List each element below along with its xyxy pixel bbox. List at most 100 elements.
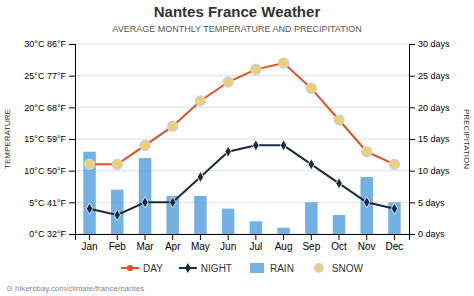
y2-axis-line bbox=[410, 45, 416, 235]
point bbox=[196, 96, 205, 105]
x-tick-mark bbox=[311, 234, 312, 240]
y2-tick-label: 0 days bbox=[418, 229, 445, 239]
x-tick-label: Sep bbox=[302, 241, 320, 252]
point bbox=[251, 65, 260, 74]
y-tick-label: 10°C 50°F bbox=[24, 166, 66, 176]
line bbox=[90, 145, 395, 215]
x-tick-label: Feb bbox=[109, 241, 127, 252]
legend-item: DAY bbox=[121, 263, 163, 274]
y2-tick-mark bbox=[409, 44, 415, 45]
point bbox=[279, 58, 288, 67]
legend-item: SNOW bbox=[315, 263, 364, 274]
marker bbox=[308, 159, 314, 170]
x-tick: Jul bbox=[249, 234, 262, 252]
y2-tick: 30 days bbox=[409, 39, 450, 49]
y2-tick: 5 days bbox=[409, 198, 445, 208]
bar bbox=[194, 196, 206, 234]
y-tick-label: 0°C 32°F bbox=[29, 229, 66, 239]
y-tick: 10°C 50°F bbox=[24, 166, 75, 176]
x-tick-label: May bbox=[191, 241, 210, 252]
marker bbox=[253, 140, 259, 151]
point bbox=[223, 77, 232, 86]
bar bbox=[83, 152, 95, 234]
x-tick-label: Aug bbox=[275, 241, 293, 252]
x-tick-mark bbox=[283, 234, 284, 240]
y2-tick-label: 5 days bbox=[418, 198, 445, 208]
grid-line bbox=[75, 202, 409, 203]
marker-series bbox=[86, 60, 398, 168]
x-tick-label: Jan bbox=[81, 241, 97, 252]
x-tick: Sep bbox=[302, 234, 320, 252]
x-tick: Feb bbox=[109, 234, 127, 252]
bar bbox=[222, 209, 234, 234]
y-tick-label: 20°C 68°F bbox=[24, 103, 66, 113]
y-tick-mark bbox=[69, 76, 75, 77]
y-tick-label: 15°C 59°F bbox=[24, 134, 66, 144]
point bbox=[334, 115, 343, 124]
x-tick-label: Mar bbox=[136, 241, 154, 252]
legend-marker bbox=[185, 263, 191, 273]
x-tick: Jun bbox=[220, 234, 236, 252]
y2-tick-label: 25 days bbox=[418, 71, 450, 81]
x-tick-mark bbox=[144, 234, 145, 240]
y2-tick-mark bbox=[409, 202, 415, 203]
y-tick-mark bbox=[69, 171, 75, 172]
x-tick: Mar bbox=[136, 234, 154, 252]
marker bbox=[364, 197, 370, 208]
bar bbox=[139, 158, 151, 234]
marks bbox=[83, 58, 400, 234]
x-tick-mark bbox=[394, 234, 395, 240]
x-axis-line bbox=[76, 235, 410, 241]
point bbox=[113, 160, 122, 169]
y-tick-mark bbox=[69, 202, 75, 203]
title: Nantes France Weather bbox=[154, 3, 321, 20]
grid-line bbox=[75, 107, 409, 108]
legend-item: RAIN bbox=[250, 263, 294, 274]
point bbox=[168, 122, 177, 131]
x-axis: JanFebMarAprMayJunJulAugSepOctNovDec bbox=[76, 234, 410, 252]
legend: DAYNIGHTRAINSNOW bbox=[121, 263, 364, 274]
annotation: ⊙ hikersbay.com/climate/france/nantes bbox=[6, 284, 144, 293]
marker bbox=[225, 146, 231, 157]
y2-axis-title: PRECIPITATION bbox=[462, 109, 471, 169]
grid-line bbox=[75, 170, 409, 171]
marker-series bbox=[86, 140, 397, 221]
marker bbox=[391, 203, 397, 214]
y2-axis: 0 days5 days10 days15 days20 days25 days… bbox=[409, 39, 450, 239]
legend-swatch bbox=[250, 263, 264, 273]
bar bbox=[360, 177, 372, 234]
y-tick: 20°C 68°F bbox=[24, 103, 75, 113]
marker bbox=[280, 140, 286, 151]
x-tick-mark bbox=[339, 234, 340, 240]
x-tick-mark bbox=[172, 234, 173, 240]
y2-tick-label: 30 days bbox=[418, 39, 450, 49]
y2-tick-mark bbox=[409, 107, 415, 108]
x-tick-mark bbox=[228, 234, 229, 240]
x-tick: Apr bbox=[165, 234, 181, 252]
x-tick: Dec bbox=[386, 234, 404, 252]
y2-tick: 15 days bbox=[409, 134, 450, 144]
y-tick: 0°C 32°F bbox=[29, 229, 75, 239]
y-tick-label: 5°C 41°F bbox=[29, 198, 66, 208]
x-tick: May bbox=[191, 234, 210, 252]
x-tick-mark bbox=[255, 234, 256, 240]
x-tick-mark bbox=[200, 234, 201, 240]
x-tick-label: Jun bbox=[220, 241, 236, 252]
marker bbox=[86, 203, 92, 214]
legend-label: DAY bbox=[143, 263, 163, 274]
y-tick: 15°C 59°F bbox=[24, 134, 75, 144]
y2-tick: 20 days bbox=[409, 103, 450, 113]
x-tick: Aug bbox=[275, 234, 293, 252]
x-tick-mark bbox=[89, 234, 90, 240]
bar bbox=[333, 215, 345, 234]
marker bbox=[197, 171, 203, 182]
y2-tick: 25 days bbox=[409, 71, 450, 81]
marker bbox=[142, 197, 148, 208]
y2-tick-label: 15 days bbox=[418, 134, 450, 144]
y-axis-line bbox=[69, 45, 76, 235]
chart: Nantes France WeatherAVERAGE MONTHLY TEM… bbox=[0, 0, 474, 296]
grid-line bbox=[75, 139, 409, 140]
y2-tick: 0 days bbox=[409, 229, 445, 239]
x-tick-mark bbox=[117, 234, 118, 240]
plot: JanFebMarAprMayJunJulAugSepOctNovDec0°C … bbox=[24, 39, 450, 252]
